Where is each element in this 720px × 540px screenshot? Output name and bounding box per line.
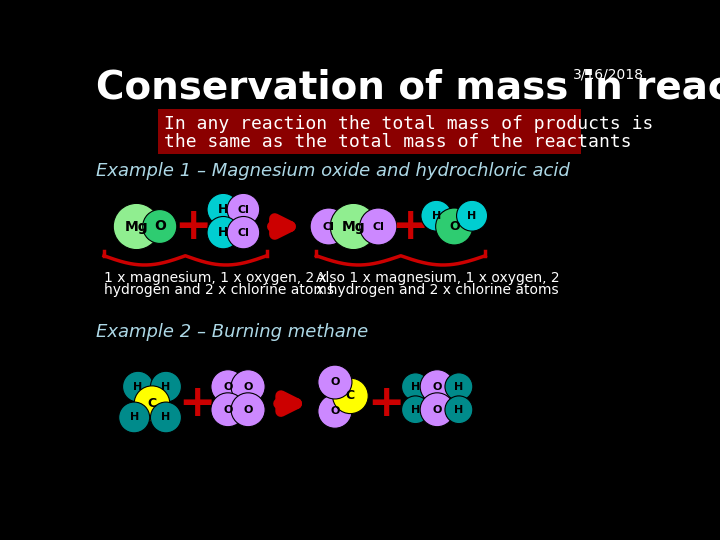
Circle shape: [310, 208, 347, 245]
Circle shape: [333, 378, 368, 414]
Text: O: O: [330, 406, 340, 416]
Circle shape: [119, 402, 150, 433]
Text: Cl: Cl: [238, 228, 249, 238]
Circle shape: [360, 208, 397, 245]
Circle shape: [150, 402, 181, 433]
FancyBboxPatch shape: [158, 110, 580, 154]
Circle shape: [231, 370, 265, 403]
Text: O: O: [449, 220, 459, 233]
Text: H: H: [454, 405, 464, 415]
Circle shape: [420, 393, 454, 427]
Text: hydrogen and 2 x chlorine atoms: hydrogen and 2 x chlorine atoms: [104, 283, 334, 296]
Circle shape: [122, 372, 153, 402]
Text: H: H: [411, 405, 420, 415]
Text: O: O: [223, 382, 233, 392]
Text: In any reaction the total mass of products is: In any reaction the total mass of produc…: [164, 115, 654, 133]
Text: Mg: Mg: [342, 219, 365, 233]
Text: Cl: Cl: [323, 221, 335, 232]
Text: 1 x magnesium, 1 x oxygen, 2 x: 1 x magnesium, 1 x oxygen, 2 x: [104, 271, 327, 285]
Circle shape: [143, 210, 177, 244]
Circle shape: [207, 193, 240, 226]
Text: Mg: Mg: [125, 219, 148, 233]
Circle shape: [228, 193, 260, 226]
Text: H: H: [432, 211, 441, 221]
Text: O: O: [433, 382, 442, 392]
Text: +: +: [392, 205, 429, 248]
Text: C: C: [148, 397, 156, 410]
Circle shape: [402, 373, 429, 401]
Text: Cl: Cl: [238, 205, 249, 214]
Text: H: H: [161, 413, 171, 422]
Text: 3/16/2018: 3/16/2018: [573, 67, 644, 81]
Text: H: H: [411, 382, 420, 392]
Text: H: H: [467, 211, 477, 221]
Text: Example 1 – Magnesium oxide and hydrochloric acid: Example 1 – Magnesium oxide and hydrochl…: [96, 162, 570, 180]
Circle shape: [211, 393, 245, 427]
Circle shape: [445, 396, 473, 423]
Text: H: H: [130, 413, 139, 422]
Text: O: O: [154, 219, 166, 233]
Circle shape: [421, 200, 452, 231]
Circle shape: [330, 204, 377, 249]
Text: C: C: [346, 389, 355, 402]
Text: Example 2 – Burning methane: Example 2 – Burning methane: [96, 323, 369, 341]
Circle shape: [211, 370, 245, 403]
Text: O: O: [223, 405, 233, 415]
Text: Cl: Cl: [372, 221, 384, 232]
Circle shape: [318, 394, 352, 428]
Text: O: O: [243, 382, 253, 392]
Text: H: H: [218, 203, 228, 216]
Text: O: O: [330, 377, 340, 387]
Circle shape: [445, 373, 473, 401]
Text: +: +: [179, 382, 215, 425]
Circle shape: [134, 386, 170, 421]
Text: Also 1 x magnesium, 1 x oxygen, 2: Also 1 x magnesium, 1 x oxygen, 2: [316, 271, 560, 285]
Text: Conservation of mass in reactions: Conservation of mass in reactions: [96, 69, 720, 107]
Circle shape: [420, 370, 454, 403]
Text: H: H: [454, 382, 464, 392]
Text: H: H: [161, 382, 171, 392]
Circle shape: [207, 217, 240, 249]
Circle shape: [456, 200, 487, 231]
Text: x hydrogen and 2 x chlorine atoms: x hydrogen and 2 x chlorine atoms: [316, 283, 559, 296]
Text: +: +: [367, 382, 405, 425]
Text: H: H: [133, 382, 143, 392]
Text: the same as the total mass of the reactants: the same as the total mass of the reacta…: [164, 132, 632, 151]
Text: O: O: [243, 405, 253, 415]
Circle shape: [228, 217, 260, 249]
Circle shape: [402, 396, 429, 423]
Text: O: O: [433, 405, 442, 415]
Text: +: +: [174, 205, 212, 248]
Circle shape: [231, 393, 265, 427]
Circle shape: [318, 365, 352, 399]
Circle shape: [113, 204, 160, 249]
Circle shape: [150, 372, 181, 402]
Circle shape: [436, 208, 473, 245]
Text: H: H: [218, 226, 228, 239]
